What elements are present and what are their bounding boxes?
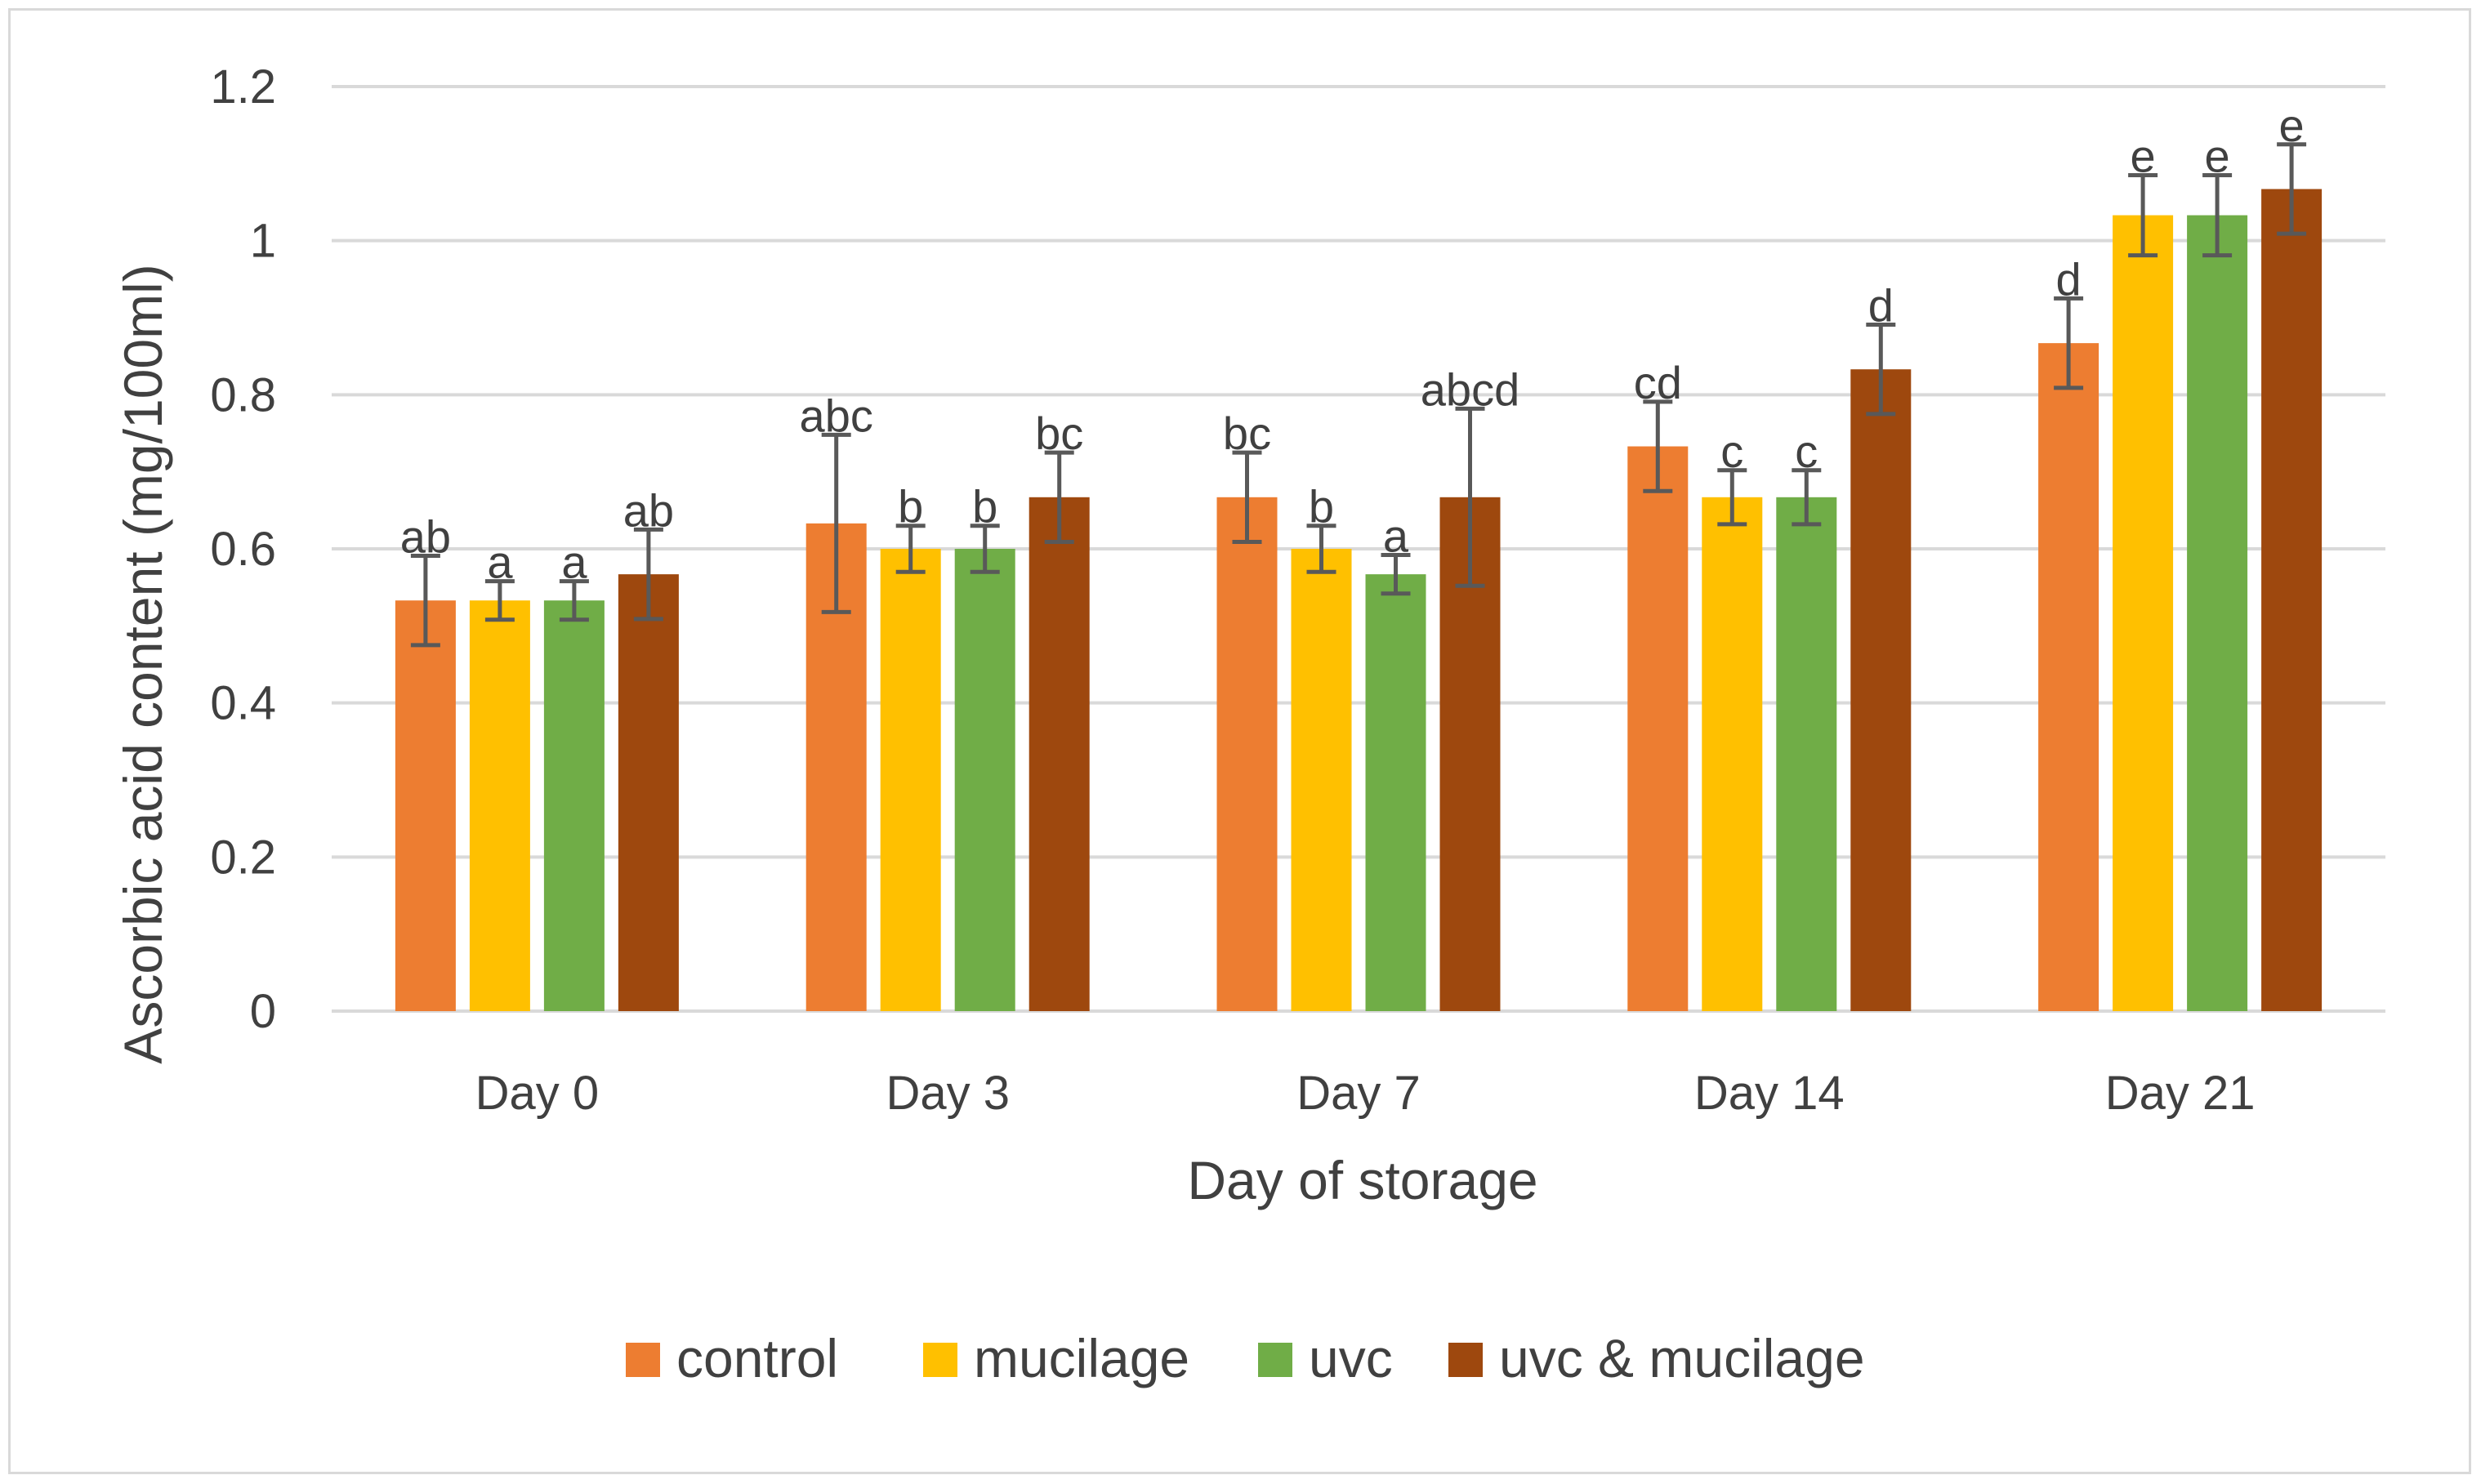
bar bbox=[2261, 189, 2323, 1012]
legend: control mucilage uvc uvc & mucilage bbox=[626, 1328, 1865, 1388]
error-bar bbox=[559, 579, 589, 622]
significance-label: bc bbox=[1223, 408, 1271, 459]
y-axis-ticks: 0 0.2 0.4 0.6 0.8 1 1.2 bbox=[210, 60, 276, 1038]
x-axis-title: Day of storage bbox=[1187, 1150, 1537, 1210]
bar bbox=[1216, 497, 1278, 1011]
significance-label: abc bbox=[800, 390, 873, 441]
error-bar bbox=[484, 579, 515, 622]
legend-label: mucilage bbox=[974, 1328, 1189, 1388]
y-tick-label: 1.2 bbox=[210, 60, 276, 114]
legend-swatch bbox=[626, 1343, 660, 1377]
legend-label: uvc bbox=[1309, 1328, 1393, 1388]
bar bbox=[1850, 369, 1912, 1011]
y-tick-label: 0.2 bbox=[210, 831, 276, 884]
bar bbox=[954, 549, 1015, 1011]
legend-item: uvc bbox=[1258, 1328, 1393, 1388]
x-category-label: Day 21 bbox=[2105, 1067, 2256, 1120]
error-bar bbox=[410, 553, 440, 648]
significance-label: e bbox=[2279, 100, 2305, 151]
significance-label: b bbox=[1309, 481, 1334, 533]
error-bar bbox=[2277, 142, 2307, 236]
legend-swatch bbox=[1448, 1343, 1483, 1377]
legend-item: control bbox=[626, 1328, 838, 1388]
x-category-label: Day 3 bbox=[886, 1067, 1010, 1120]
x-category-label: Day 7 bbox=[1296, 1067, 1421, 1120]
error-bar bbox=[1792, 468, 1822, 527]
bars bbox=[395, 189, 2323, 1012]
significance-label: e bbox=[2131, 130, 2156, 181]
legend-item: uvc & mucilage bbox=[1448, 1328, 1865, 1388]
significance-label: cd bbox=[1634, 357, 1682, 408]
error-bar bbox=[1643, 399, 1673, 493]
error-bar bbox=[1455, 406, 1485, 588]
significance-label: d bbox=[2056, 253, 2082, 305]
significance-label: c bbox=[1795, 426, 1818, 477]
y-tick-label: 0.8 bbox=[210, 368, 276, 421]
bar bbox=[1627, 446, 1689, 1011]
error-bar bbox=[821, 432, 851, 614]
significance-label: a bbox=[1383, 510, 1409, 562]
error-bar bbox=[970, 524, 1000, 574]
y-tick-label: 0.6 bbox=[210, 523, 276, 576]
error-bars bbox=[410, 142, 2307, 648]
y-axis-title: Ascorbic acid content (mg/100ml) bbox=[113, 264, 173, 1063]
significance-label: b bbox=[972, 481, 997, 533]
chart-frame: ab a a ab abc b b bc bc b a abcd cd c c d d e e e 0 0.2 0.4 0.… bbox=[8, 8, 2471, 1474]
bar bbox=[543, 600, 605, 1011]
significance-label: a bbox=[561, 537, 587, 588]
y-tick-label: 1 bbox=[250, 215, 276, 268]
bar bbox=[469, 600, 530, 1011]
error-bar bbox=[1717, 468, 1747, 527]
error-bar bbox=[633, 527, 663, 622]
error-bar bbox=[2128, 172, 2158, 258]
error-bar bbox=[1866, 322, 1896, 417]
bar bbox=[395, 600, 456, 1011]
error-bar bbox=[1044, 450, 1074, 545]
error-bar bbox=[1381, 553, 1411, 596]
significance-label: abcd bbox=[1421, 363, 1519, 415]
legend-swatch bbox=[923, 1343, 957, 1377]
bar bbox=[880, 549, 941, 1011]
bar bbox=[1291, 549, 1352, 1011]
legend-label: control bbox=[676, 1328, 838, 1388]
error-bar bbox=[2202, 172, 2233, 258]
significance-label: ab bbox=[400, 510, 451, 562]
bar bbox=[1702, 497, 1763, 1011]
bar bbox=[2113, 215, 2174, 1011]
error-bar bbox=[1306, 524, 1336, 574]
x-axis-categories: Day 0 Day 3 Day 7 Day 14 Day 21 bbox=[475, 1067, 2256, 1120]
legend-item: mucilage bbox=[923, 1328, 1189, 1388]
significance-label: e bbox=[2205, 130, 2230, 181]
bar bbox=[1365, 574, 1426, 1011]
y-tick-label: 0 bbox=[250, 985, 276, 1038]
bar bbox=[1029, 497, 1090, 1011]
error-bar bbox=[1232, 450, 1262, 545]
bar bbox=[2038, 343, 2099, 1011]
significance-label: b bbox=[898, 481, 923, 533]
y-tick-label: 0.4 bbox=[210, 677, 276, 730]
bar bbox=[618, 574, 679, 1011]
bar bbox=[1776, 497, 1837, 1011]
significance-label: c bbox=[1720, 426, 1743, 477]
significance-label: bc bbox=[1035, 408, 1083, 459]
significance-label: a bbox=[487, 537, 513, 588]
bar bbox=[2187, 215, 2248, 1011]
error-bar bbox=[895, 524, 926, 574]
legend-label: uvc & mucilage bbox=[1499, 1328, 1865, 1388]
legend-swatch bbox=[1258, 1343, 1292, 1377]
error-bar bbox=[2054, 296, 2084, 390]
x-category-label: Day 0 bbox=[475, 1067, 600, 1120]
significance-label: ab bbox=[623, 484, 674, 536]
significance-label: d bbox=[1868, 279, 1894, 331]
x-category-label: Day 14 bbox=[1694, 1067, 1845, 1120]
